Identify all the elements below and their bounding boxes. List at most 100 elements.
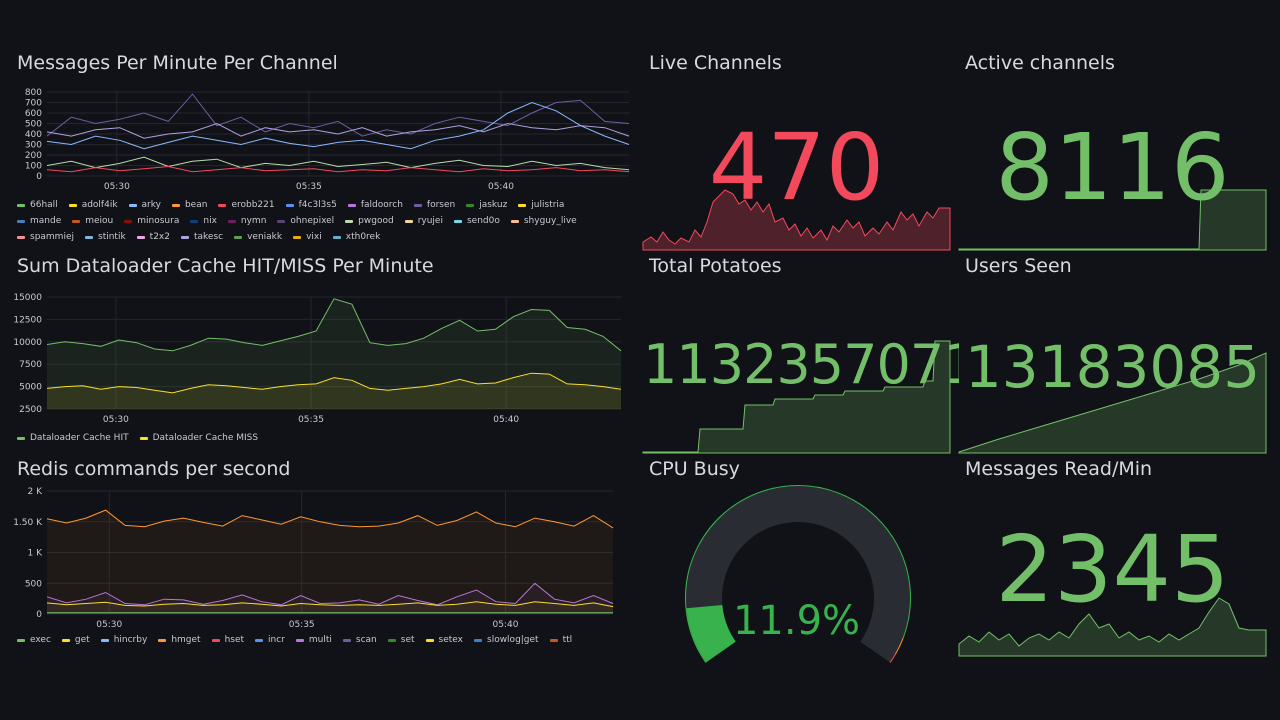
total-potatoes-value: 1132357071	[643, 333, 978, 396]
legend-item[interactable]: hincrby	[100, 632, 147, 648]
legend-item[interactable]: scan	[342, 632, 377, 648]
legend-item[interactable]: pwgood	[345, 213, 394, 229]
legend-item[interactable]: jaskuz	[466, 197, 507, 213]
series-area	[47, 373, 621, 409]
legend-swatch	[72, 219, 81, 223]
legend-swatch	[17, 219, 25, 223]
legend-label: exec	[30, 635, 51, 645]
x-tick-label: 05:40	[488, 182, 514, 192]
legend-label: f4c3l3s5	[298, 200, 337, 210]
legend-swatch	[128, 203, 137, 207]
y-tick-label: 7500	[19, 360, 42, 370]
legend-item[interactable]: shyguy_live	[510, 213, 577, 229]
legend-item[interactable]: hmget	[158, 632, 201, 648]
legend-label: forsen	[426, 200, 456, 210]
legend-swatch	[61, 638, 70, 642]
legend-item[interactable]: multi	[295, 632, 332, 648]
panel-title: Redis commands per second	[17, 458, 291, 480]
legend-label: mande	[30, 216, 62, 226]
legend-label: ttl	[562, 635, 573, 645]
legend-item[interactable]: nix	[190, 213, 217, 229]
legend-item[interactable]: ohnepixel	[277, 213, 334, 229]
legend-swatch	[17, 235, 25, 239]
panel-title: Total Potatoes	[649, 255, 782, 277]
legend-item[interactable]: takesc	[180, 229, 223, 245]
legend-item[interactable]: 66hall	[17, 197, 58, 213]
legend-label: nix	[203, 216, 217, 226]
y-tick-label: 700	[25, 99, 42, 109]
y-tick-label: 10000	[13, 338, 42, 348]
legend-swatch	[100, 638, 109, 642]
legend-item[interactable]: setex	[425, 632, 463, 648]
legend-swatch	[85, 235, 93, 239]
x-tick-label: 05:30	[96, 620, 122, 630]
legend-item[interactable]: exec	[17, 632, 51, 648]
legend-label: get	[74, 635, 90, 645]
series-line-takesc	[46, 122, 630, 139]
legend-item[interactable]: stintik	[85, 229, 126, 245]
legend-swatch	[285, 203, 294, 207]
legend-label: Dataloader Cache MISS	[152, 433, 259, 443]
legend-item[interactable]: adolf4ik	[68, 197, 118, 213]
legend-label: adolf4ik	[81, 200, 118, 210]
legend-swatch	[255, 638, 264, 642]
legend-label: arky	[141, 200, 161, 210]
legend-label: hset	[224, 635, 245, 645]
legend-label: 66hall	[30, 200, 58, 210]
legend-item[interactable]: incr	[255, 632, 285, 648]
legend-item[interactable]: minosura	[124, 213, 179, 229]
dataloader-cache-panel: Sum Dataloader Cache HIT/MISS Per Minute…	[13, 255, 629, 447]
legend-item[interactable]: bean	[171, 197, 207, 213]
legend-item[interactable]: Dataloader Cache MISS	[139, 430, 259, 446]
legend-label: xth0rek	[345, 232, 381, 242]
legend-label: scan	[355, 635, 377, 645]
panel-title: CPU Busy	[649, 458, 740, 480]
legend-item[interactable]: set	[387, 632, 415, 648]
legend-label: multi	[308, 635, 332, 645]
series-line-arky	[46, 101, 630, 150]
series-line-Dataloader Cache HIT	[46, 298, 622, 352]
legend-label: t2x2	[149, 232, 170, 242]
legend-label: vixi	[306, 232, 322, 242]
legend-swatch	[124, 219, 133, 223]
legend-item[interactable]: Dataloader Cache HIT	[17, 430, 129, 446]
legend-label: erobb221	[231, 200, 275, 210]
legend-item[interactable]: spammiej	[17, 229, 74, 245]
legend-item[interactable]: get	[61, 632, 90, 648]
legend-item[interactable]: erobb221	[218, 197, 275, 213]
legend-label: hmget	[171, 635, 201, 645]
legend-item[interactable]: send0o	[453, 213, 500, 229]
legend-label: set	[400, 635, 415, 645]
legend-swatch	[518, 203, 527, 207]
legend-swatch	[453, 219, 462, 223]
legend-item[interactable]: nymn	[227, 213, 267, 229]
legend-item[interactable]: ryujei	[404, 213, 443, 229]
legend-label: nymn	[240, 216, 267, 226]
legend-item[interactable]: f4c3l3s5	[285, 197, 337, 213]
legend-swatch	[171, 203, 180, 207]
legend-swatch	[17, 638, 25, 642]
legend-item[interactable]: meiou	[72, 213, 113, 229]
legend-item[interactable]: t2x2	[136, 229, 170, 245]
legend-label: faldoorch	[360, 200, 403, 210]
legend-swatch	[342, 638, 351, 642]
legend-label: minosura	[137, 216, 180, 226]
legend-item[interactable]: faldoorch	[347, 197, 403, 213]
legend-item[interactable]: arky	[128, 197, 161, 213]
legend-item[interactable]: julistria	[518, 197, 564, 213]
legend-item[interactable]: veniakk	[234, 229, 282, 245]
legend-item[interactable]: xth0rek	[332, 229, 381, 245]
legend-item[interactable]: forsen	[413, 197, 456, 213]
legend-swatch	[139, 436, 148, 440]
legend-item[interactable]: vixi	[293, 229, 322, 245]
panel-title: Active channels	[965, 52, 1115, 74]
legend-label: shyguy_live	[523, 216, 577, 226]
messages-read-sparkline	[958, 597, 1267, 657]
legend-swatch	[218, 203, 227, 207]
legend-item[interactable]: ttl	[549, 632, 573, 648]
legend-item[interactable]: slowlog|get	[474, 632, 539, 648]
legend-item[interactable]: mande	[17, 213, 61, 229]
legend-item[interactable]: hset	[211, 632, 245, 648]
legend-swatch	[347, 203, 356, 207]
